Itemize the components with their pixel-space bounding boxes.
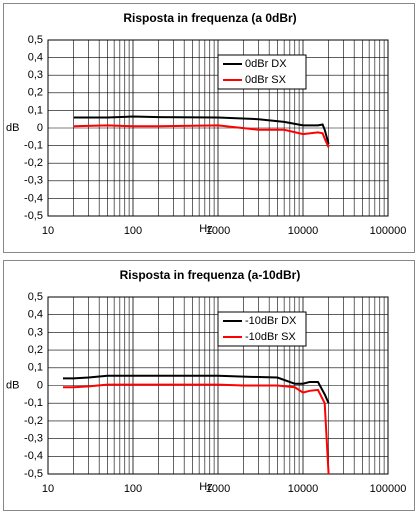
y-tick-label: -0,2 <box>24 415 43 427</box>
y-tick-label: -0,1 <box>24 397 43 409</box>
chart-panel: Risposta in frequenza (a 0dBr) 0,5 0,4 0,3 0… <box>3 3 415 253</box>
y-tick-label: -0,4 <box>24 450 43 462</box>
y-tick-label: 0,2 <box>28 344 43 356</box>
x-tick-label: 100 <box>124 225 142 237</box>
legend-box <box>217 54 307 90</box>
y-axis-label: dB <box>6 379 19 391</box>
x-axis-label: Hz <box>199 481 212 493</box>
y-tick-label: -0,3 <box>24 433 43 445</box>
chart-title: Risposta in frequenza (a 0dBr) <box>123 11 296 25</box>
y-tick-label: 0,2 <box>28 87 43 99</box>
chart-panel: Risposta in frequenza (a-10dBr) 0,5 0,4 0,3… <box>3 260 415 511</box>
y-tick-label: 0,4 <box>28 309 43 321</box>
legend-label: -10dBr SX <box>245 331 296 343</box>
chart-title: Risposta in frequenza (a-10dBr) <box>120 268 301 282</box>
legend-box <box>217 311 307 347</box>
x-tick-label: 10 <box>42 225 54 237</box>
x-tick-label: 1000 <box>206 483 230 495</box>
y-tick-label: -0,4 <box>24 192 43 204</box>
y-tick-label: 0 <box>37 379 43 391</box>
x-tick-label: 1000 <box>206 225 230 237</box>
y-tick-label: -0,3 <box>24 175 43 187</box>
y-tick-label: 0,5 <box>28 34 43 46</box>
y-tick-label: -0,5 <box>24 210 43 222</box>
y-tick-label: 0,1 <box>28 104 43 116</box>
legend-label: 0dBr DX <box>245 58 287 70</box>
y-tick-label: 0,3 <box>28 69 43 81</box>
y-tick-label: -0,5 <box>24 468 43 480</box>
x-axis-label: Hz <box>199 223 212 235</box>
y-axis-label: dB <box>6 122 19 134</box>
y-tick-label: -0,2 <box>24 157 43 169</box>
y-tick-label: 0,4 <box>28 52 43 64</box>
series-line <box>73 124 330 148</box>
x-tick-label: 100000 <box>370 483 407 495</box>
series-line <box>73 115 330 145</box>
y-tick-label: -0,1 <box>24 140 43 152</box>
x-tick-label: 100 <box>124 483 142 495</box>
x-tick-label: 100000 <box>370 225 407 237</box>
y-tick-label: 0,5 <box>28 291 43 303</box>
x-tick-label: 10 <box>42 483 54 495</box>
series-line <box>62 374 330 404</box>
x-tick-label: 10000 <box>288 225 319 237</box>
y-tick-label: 0,1 <box>28 362 43 374</box>
series-line <box>62 383 330 475</box>
legend-label: -10dBr DX <box>245 315 297 327</box>
x-tick-label: 10000 <box>288 483 319 495</box>
y-tick-label: 0,3 <box>28 326 43 338</box>
legend-label: 0dBr SX <box>245 74 287 86</box>
y-tick-label: 0 <box>37 122 43 134</box>
